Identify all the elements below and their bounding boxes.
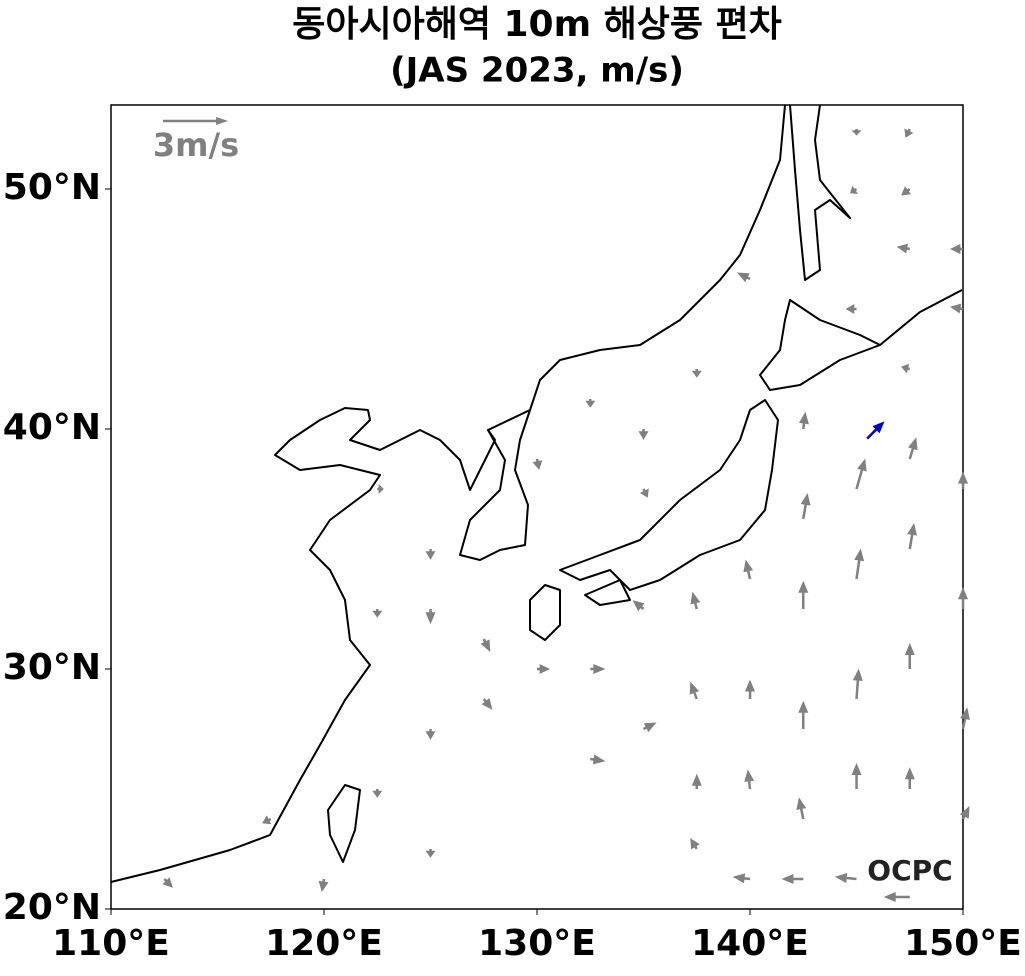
wind-vector: [639, 488, 649, 498]
wind-vector: [851, 763, 862, 789]
coastline-taiwan: [327, 784, 361, 863]
map-subtitle: (JAS 2023, m/s): [390, 51, 684, 91]
wind-vector: [850, 185, 858, 194]
wind-vector: [585, 399, 596, 408]
wind-vector: [425, 849, 436, 858]
wind-vector: [590, 664, 606, 674]
wind-vector: [852, 668, 863, 700]
wind-vector: [532, 458, 543, 470]
map-title: 동아시아해역 10m 해상풍 편차: [292, 4, 782, 45]
wind-vector: [800, 493, 811, 520]
wind-vector: [638, 429, 649, 440]
wind-vector: [689, 681, 700, 700]
wind-vector: [883, 892, 910, 902]
wind-vector: [904, 767, 915, 789]
wind-vector: [958, 471, 968, 489]
wind-vector: [745, 679, 755, 699]
wind-vector: [901, 363, 911, 374]
wind-vector: [425, 729, 436, 740]
wind-vector: [425, 549, 436, 560]
wind-vector: [743, 559, 754, 580]
coastline-sakhalin: [789, 104, 851, 281]
map-frame: [110, 104, 964, 910]
wind-vector: [642, 722, 657, 733]
coastline-shikoku: [584, 579, 631, 606]
y-tick-label: 50°N: [3, 167, 101, 208]
wind-vector: [691, 773, 702, 789]
wind-vector: [481, 698, 493, 710]
x-tick-label: 140°E: [691, 923, 809, 964]
wind-vector: [796, 797, 807, 820]
wind-vector: [960, 707, 970, 730]
wind-vector: [854, 548, 865, 580]
wind-vector: [632, 600, 645, 612]
wind-vector: [798, 580, 809, 609]
wind-vector: [907, 523, 917, 550]
wind-vector: [904, 128, 914, 138]
y-tick-label: 30°N: [3, 647, 101, 688]
wind-vector: [950, 303, 964, 314]
coastline-honshu: [559, 399, 779, 591]
wind-vector: [781, 874, 804, 884]
wind-vector: [834, 873, 857, 883]
wind-vector: [590, 754, 606, 765]
wind-vector: [950, 244, 963, 254]
wind-vector: [904, 643, 915, 669]
y-tick-label: 40°N: [3, 407, 101, 448]
wind-vector: [845, 304, 857, 314]
wind-vector: [959, 806, 970, 820]
coastline-hokkaido: [759, 299, 881, 391]
wind-vector: [901, 186, 911, 196]
wind-vector: [318, 878, 329, 892]
x-tick-label: 150°E: [904, 923, 1022, 964]
reference-label: 3m/s: [153, 126, 239, 164]
wind-vector: [372, 789, 383, 798]
coastline-kurils: [879, 289, 963, 346]
coastline-kyushu: [529, 584, 561, 641]
wind-vector: [744, 769, 755, 790]
coastlines: [110, 104, 963, 883]
wind-vector: [855, 458, 867, 490]
wind-vector: [372, 609, 383, 618]
logo: OCPC: [867, 854, 952, 887]
wind-vector: [908, 437, 918, 460]
x-tick-label: 120°E: [265, 923, 383, 964]
wind-vector: [958, 587, 968, 609]
highlight-vector: [866, 421, 885, 440]
wind-vector: [480, 638, 491, 652]
wind-vector: [798, 700, 809, 729]
wind-vector: [896, 243, 910, 254]
wind-vector: [691, 369, 702, 378]
wind-vector: [377, 484, 384, 494]
x-tick-label: 110°E: [52, 923, 170, 964]
wind-vector: [732, 873, 751, 884]
wind-vector: [162, 877, 173, 888]
wind-vector: [737, 272, 751, 283]
wind-vector: [799, 411, 809, 430]
wind-vector: [690, 838, 700, 850]
wind-vector: [262, 815, 272, 825]
wind-vector: [425, 609, 436, 625]
coastline-mainland: [110, 104, 786, 883]
wind-vector: [851, 129, 862, 136]
reference-vector: [163, 117, 229, 125]
wind-vector: [537, 664, 550, 674]
x-tick-label: 130°E: [478, 923, 596, 964]
y-tick-label: 20°N: [3, 887, 101, 928]
wind-vector: [690, 591, 701, 610]
coastline-korea: [459, 409, 531, 561]
